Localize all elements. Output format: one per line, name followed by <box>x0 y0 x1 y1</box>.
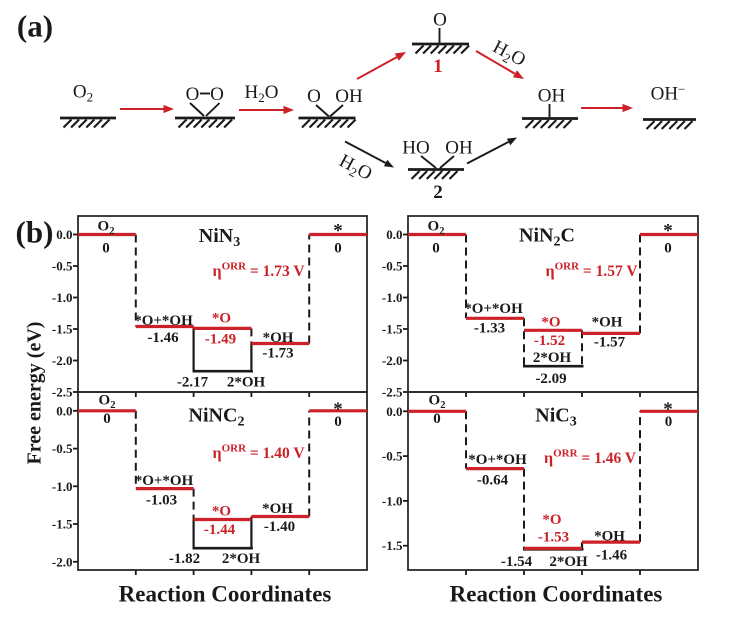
svg-text:(b): (b) <box>16 215 54 250</box>
svg-text:0.0: 0.0 <box>56 403 72 418</box>
svg-text:-1.46: -1.46 <box>596 548 628 564</box>
svg-text:-1.73: -1.73 <box>262 346 293 362</box>
svg-text:ηORR = 1.40 V: ηORR = 1.40 V <box>212 443 305 463</box>
svg-text:0: 0 <box>334 241 342 257</box>
svg-text:O: O <box>210 84 224 105</box>
svg-text:-2.0: -2.0 <box>382 353 403 368</box>
svg-text:Reaction Coordinates: Reaction Coordinates <box>450 582 663 607</box>
svg-text:*: * <box>333 221 343 242</box>
svg-text:*OH: *OH <box>594 529 625 545</box>
svg-text:(a): (a) <box>17 9 53 44</box>
svg-text:NiN2C: NiN2C <box>519 225 575 250</box>
svg-text:*OH: *OH <box>263 330 294 346</box>
svg-text:Free energy (eV): Free energy (eV) <box>24 322 46 465</box>
svg-text:2*OH: 2*OH <box>533 350 572 366</box>
svg-text:0: 0 <box>664 241 672 257</box>
svg-text:O: O <box>186 84 200 105</box>
svg-text:-2.17: -2.17 <box>177 375 209 391</box>
svg-text:*: * <box>333 399 343 420</box>
svg-text:2*OH: 2*OH <box>222 551 261 567</box>
svg-text:-1.82: -1.82 <box>169 551 200 567</box>
svg-text:*O: *O <box>212 504 231 520</box>
svg-text:0: 0 <box>103 411 111 427</box>
svg-text:-1.0: -1.0 <box>52 479 73 494</box>
svg-text:O: O <box>433 10 447 31</box>
svg-text:-1.5: -1.5 <box>382 538 403 553</box>
svg-text:Reaction Coordinates: Reaction Coordinates <box>119 582 332 607</box>
svg-text:*O: *O <box>542 512 561 528</box>
svg-text:-1.33: -1.33 <box>474 321 505 337</box>
svg-text:-2.5: -2.5 <box>52 385 73 400</box>
svg-text:-1.5: -1.5 <box>52 517 73 532</box>
svg-text:*: * <box>663 399 673 420</box>
svg-text:-1.0: -1.0 <box>382 290 403 305</box>
svg-text:1: 1 <box>433 56 443 77</box>
svg-text:-0.5: -0.5 <box>52 441 73 456</box>
svg-text:0: 0 <box>432 241 440 257</box>
svg-text:-1.57: -1.57 <box>594 335 626 351</box>
svg-text:-1.46: -1.46 <box>147 330 179 346</box>
svg-text:-1.0: -1.0 <box>382 493 403 508</box>
svg-text:-1.53: -1.53 <box>538 530 569 546</box>
svg-text:ηORR = 1.46 V: ηORR = 1.46 V <box>544 448 637 468</box>
svg-text:OH−: OH− <box>651 82 686 105</box>
svg-text:OH: OH <box>335 86 363 107</box>
svg-text:NiNC2: NiNC2 <box>189 405 245 430</box>
svg-text:-2.09: -2.09 <box>535 371 566 387</box>
svg-text:2*OH: 2*OH <box>549 554 588 570</box>
svg-text:0.0: 0.0 <box>56 227 72 242</box>
svg-text:-0.64: -0.64 <box>477 473 509 489</box>
svg-text:*O+*OH: *O+*OH <box>134 313 193 329</box>
svg-text:-1.52: -1.52 <box>534 333 565 349</box>
svg-text:-1.54: -1.54 <box>501 554 533 570</box>
svg-text:0: 0 <box>334 414 342 430</box>
svg-text:*O+*OH: *O+*OH <box>135 473 194 489</box>
svg-text:H2O: H2O <box>245 82 279 105</box>
svg-text:-0.5: -0.5 <box>382 449 403 464</box>
svg-text:-2.5: -2.5 <box>382 385 403 400</box>
svg-text:*OH: *OH <box>262 501 293 517</box>
svg-text:*O: *O <box>541 315 560 331</box>
svg-text:O: O <box>307 86 321 107</box>
svg-text:*O+*OH: *O+*OH <box>468 452 527 468</box>
svg-text:-1.44: -1.44 <box>204 522 236 538</box>
svg-text:-0.5: -0.5 <box>382 259 403 274</box>
svg-text:*OH: *OH <box>592 315 623 331</box>
svg-text:0: 0 <box>102 241 110 257</box>
svg-text:0: 0 <box>433 411 441 427</box>
svg-text:*O: *O <box>212 311 231 327</box>
svg-text:*O+*OH: *O+*OH <box>464 301 523 317</box>
svg-text:0.0: 0.0 <box>386 227 402 242</box>
svg-text:-1.0: -1.0 <box>52 290 73 305</box>
svg-text:*: * <box>663 221 673 242</box>
svg-text:0: 0 <box>665 414 673 430</box>
svg-text:2: 2 <box>433 182 443 203</box>
svg-text:-0.5: -0.5 <box>52 259 73 274</box>
svg-text:-1.5: -1.5 <box>382 322 403 337</box>
svg-text:-1.49: -1.49 <box>205 332 236 348</box>
svg-text:-2.0: -2.0 <box>52 554 73 569</box>
svg-text:-1.40: -1.40 <box>264 519 295 535</box>
svg-text:HO: HO <box>402 138 429 159</box>
svg-text:OH: OH <box>538 86 566 107</box>
svg-text:-1.5: -1.5 <box>52 322 73 337</box>
svg-text:0.0: 0.0 <box>386 404 402 419</box>
svg-text:-2.0: -2.0 <box>52 353 73 368</box>
svg-text:2*OH: 2*OH <box>227 375 266 391</box>
svg-text:OH: OH <box>445 138 473 159</box>
svg-text:-1.03: -1.03 <box>146 493 177 509</box>
